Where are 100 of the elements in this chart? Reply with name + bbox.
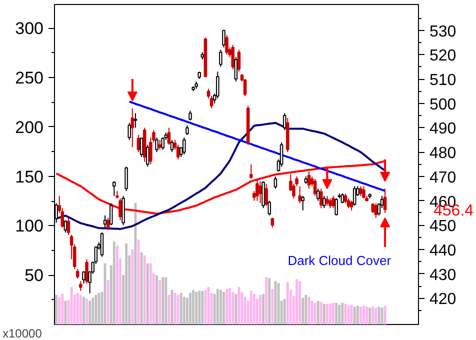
bar — [316, 300, 320, 324]
y-tick-label: 450 — [430, 218, 456, 236]
candlestick — [282, 112, 286, 131]
candlestick — [124, 166, 128, 192]
y-tick-label: 530 — [430, 23, 456, 40]
bar — [88, 300, 92, 324]
candlestick — [182, 136, 186, 156]
bar — [106, 280, 110, 324]
bar — [201, 290, 204, 324]
candlestick — [188, 110, 192, 121]
bar — [164, 277, 168, 324]
candlestick — [109, 202, 113, 226]
bar — [234, 294, 238, 324]
bar — [79, 294, 82, 324]
y2-tick-label: 200 — [15, 118, 44, 137]
candlestick — [237, 49, 241, 72]
candlestick — [298, 186, 302, 204]
candlestick — [322, 195, 326, 209]
bar — [58, 296, 61, 324]
candlestick — [264, 183, 268, 206]
candlestick — [76, 268, 80, 280]
candlestick — [249, 164, 253, 180]
bar — [368, 308, 372, 324]
candlestick — [268, 200, 272, 216]
candlestick — [222, 30, 226, 48]
candlestick — [374, 202, 378, 218]
bar — [94, 294, 98, 324]
candlestick — [112, 180, 116, 196]
candlestick — [100, 232, 104, 258]
y-tick-label: 480 — [430, 145, 456, 162]
candlestick — [118, 198, 122, 221]
candlestick — [383, 188, 387, 214]
y-tick-label: 520 — [430, 48, 456, 65]
bar — [162, 277, 164, 324]
bar — [182, 296, 186, 324]
bar — [350, 304, 353, 324]
y-tick-label: 490 — [430, 120, 456, 138]
y-tick-label: 440 — [430, 242, 456, 260]
candlestick — [231, 44, 234, 70]
bar — [329, 304, 332, 324]
bar — [195, 292, 198, 324]
bar — [198, 290, 201, 324]
bar — [112, 242, 116, 324]
bar — [149, 263, 152, 324]
bar — [338, 304, 341, 324]
candlestick — [219, 49, 222, 68]
y-tick-label: 420 — [430, 291, 456, 308]
bar — [131, 249, 134, 324]
bar — [176, 294, 180, 324]
candlestick — [128, 122, 132, 140]
bar — [61, 294, 64, 324]
candlestick — [319, 188, 323, 209]
text: x10000 — [2, 326, 42, 340]
candlestick — [140, 136, 144, 158]
y-tick-label: 430 — [430, 266, 456, 284]
candlestick — [256, 178, 259, 202]
bar — [298, 281, 302, 324]
y2-tick-label: 150 — [15, 167, 44, 186]
bar — [156, 275, 158, 324]
candlestick — [262, 180, 265, 209]
candlestick — [136, 134, 140, 153]
candlestick — [64, 220, 68, 233]
bar — [228, 288, 232, 324]
bar — [204, 290, 207, 324]
bar — [359, 306, 362, 324]
bar — [366, 306, 368, 324]
bar — [322, 304, 326, 324]
candlestick — [103, 214, 107, 228]
candlestick — [167, 127, 171, 146]
bar — [262, 294, 264, 324]
candlestick — [326, 195, 329, 206]
bar — [374, 308, 378, 324]
candlestick — [334, 198, 338, 216]
bar — [134, 203, 137, 324]
bar — [326, 304, 328, 324]
bar — [271, 288, 274, 324]
bar — [362, 306, 365, 324]
bar — [226, 288, 228, 324]
candlestick — [155, 136, 158, 153]
bar — [168, 294, 170, 324]
y2-tick-label: 50 — [24, 266, 44, 286]
bar — [116, 245, 118, 324]
candlestick — [176, 144, 180, 160]
bar — [98, 292, 100, 324]
bar — [238, 286, 240, 324]
y2-tick-label: 300 — [15, 19, 44, 38]
bar — [274, 281, 277, 324]
candlestick — [344, 192, 348, 204]
candlestick — [340, 192, 344, 204]
bar — [219, 290, 222, 324]
bar — [143, 255, 146, 324]
bar — [158, 280, 162, 324]
bar — [125, 244, 128, 324]
candlestick — [186, 124, 189, 136]
bar — [265, 277, 268, 324]
y-tick-label: 500 — [430, 96, 456, 114]
bar — [320, 302, 322, 324]
candlestick — [79, 280, 82, 292]
candlestick — [216, 71, 220, 100]
bar — [304, 294, 308, 324]
